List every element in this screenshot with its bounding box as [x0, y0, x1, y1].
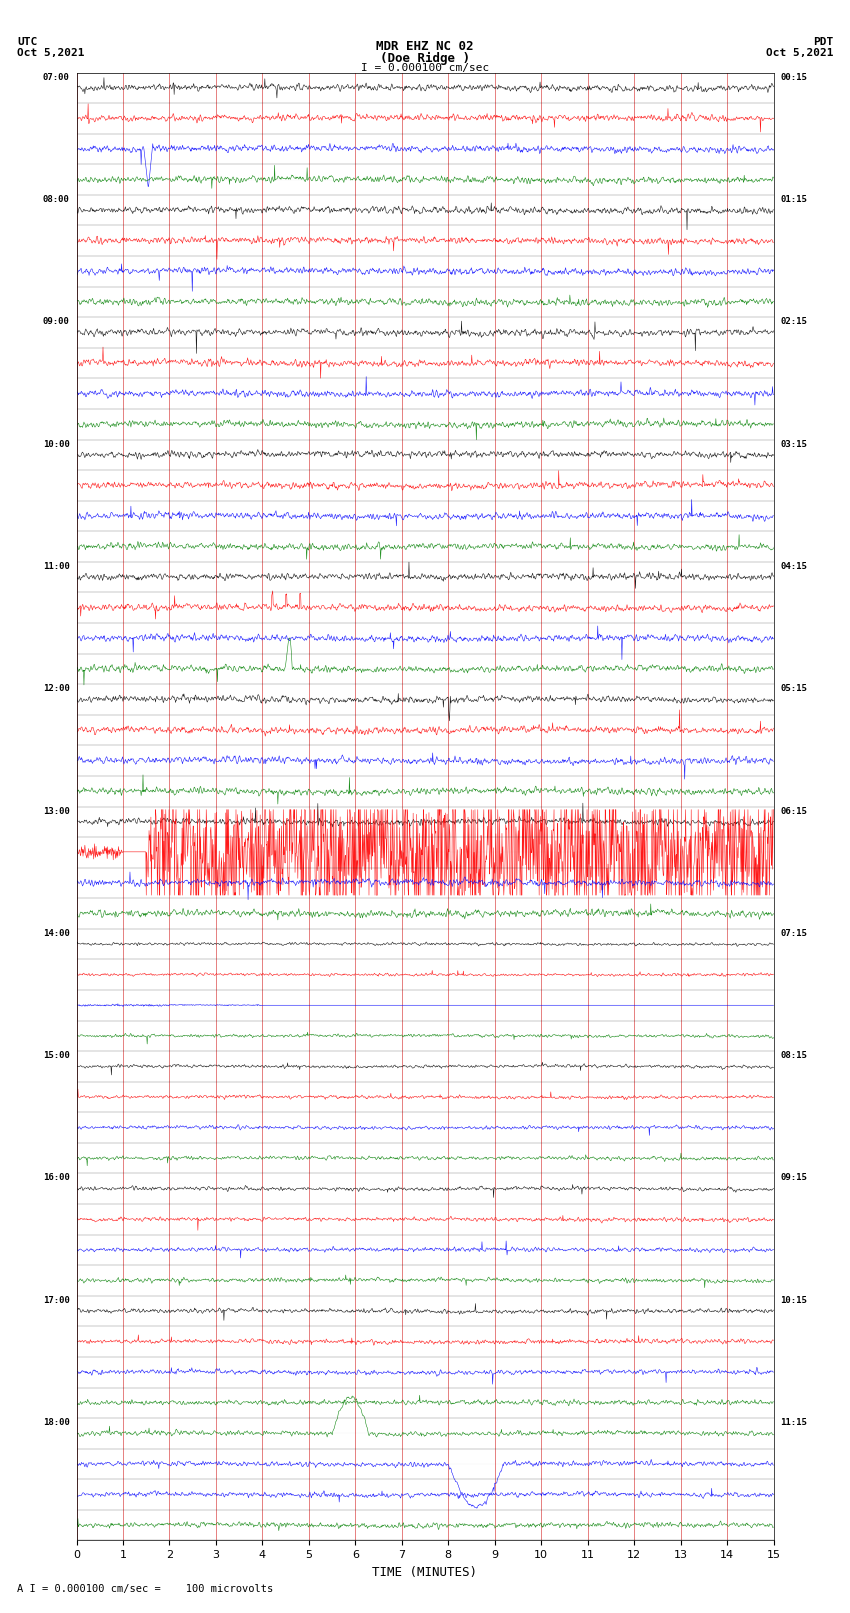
Text: 03:15: 03:15 [780, 440, 808, 448]
Text: 05:15: 05:15 [780, 684, 808, 694]
Text: 01:15: 01:15 [780, 195, 808, 203]
Text: 17:00: 17:00 [42, 1295, 70, 1305]
Text: 08:15: 08:15 [780, 1052, 808, 1060]
Text: 18:00: 18:00 [42, 1418, 70, 1428]
Text: 07:15: 07:15 [780, 929, 808, 937]
Text: 09:00: 09:00 [42, 318, 70, 326]
Text: 15:00: 15:00 [42, 1052, 70, 1060]
Text: 04:15: 04:15 [780, 561, 808, 571]
Text: MDR EHZ NC 02: MDR EHZ NC 02 [377, 40, 473, 53]
Text: 13:00: 13:00 [42, 806, 70, 816]
Text: 11:15: 11:15 [780, 1418, 808, 1428]
Text: 08:00: 08:00 [42, 195, 70, 203]
Text: 10:15: 10:15 [780, 1295, 808, 1305]
Text: 16:00: 16:00 [42, 1174, 70, 1182]
Text: 12:00: 12:00 [42, 684, 70, 694]
Text: 06:15: 06:15 [780, 806, 808, 816]
Text: 10:00: 10:00 [42, 440, 70, 448]
Text: 09:15: 09:15 [780, 1174, 808, 1182]
Text: I = 0.000100 cm/sec: I = 0.000100 cm/sec [361, 63, 489, 73]
Text: (Doe Ridge ): (Doe Ridge ) [380, 52, 470, 65]
Text: PDT: PDT [813, 37, 833, 47]
Text: Oct 5,2021: Oct 5,2021 [17, 48, 84, 58]
X-axis label: TIME (MINUTES): TIME (MINUTES) [372, 1566, 478, 1579]
Text: 11:00: 11:00 [42, 561, 70, 571]
Text: A I = 0.000100 cm/sec =    100 microvolts: A I = 0.000100 cm/sec = 100 microvolts [17, 1584, 273, 1594]
Text: Oct 5,2021: Oct 5,2021 [766, 48, 833, 58]
Text: UTC: UTC [17, 37, 37, 47]
Text: 14:00: 14:00 [42, 929, 70, 937]
Text: 02:15: 02:15 [780, 318, 808, 326]
Text: 00:15: 00:15 [780, 73, 808, 82]
Text: 07:00: 07:00 [42, 73, 70, 82]
